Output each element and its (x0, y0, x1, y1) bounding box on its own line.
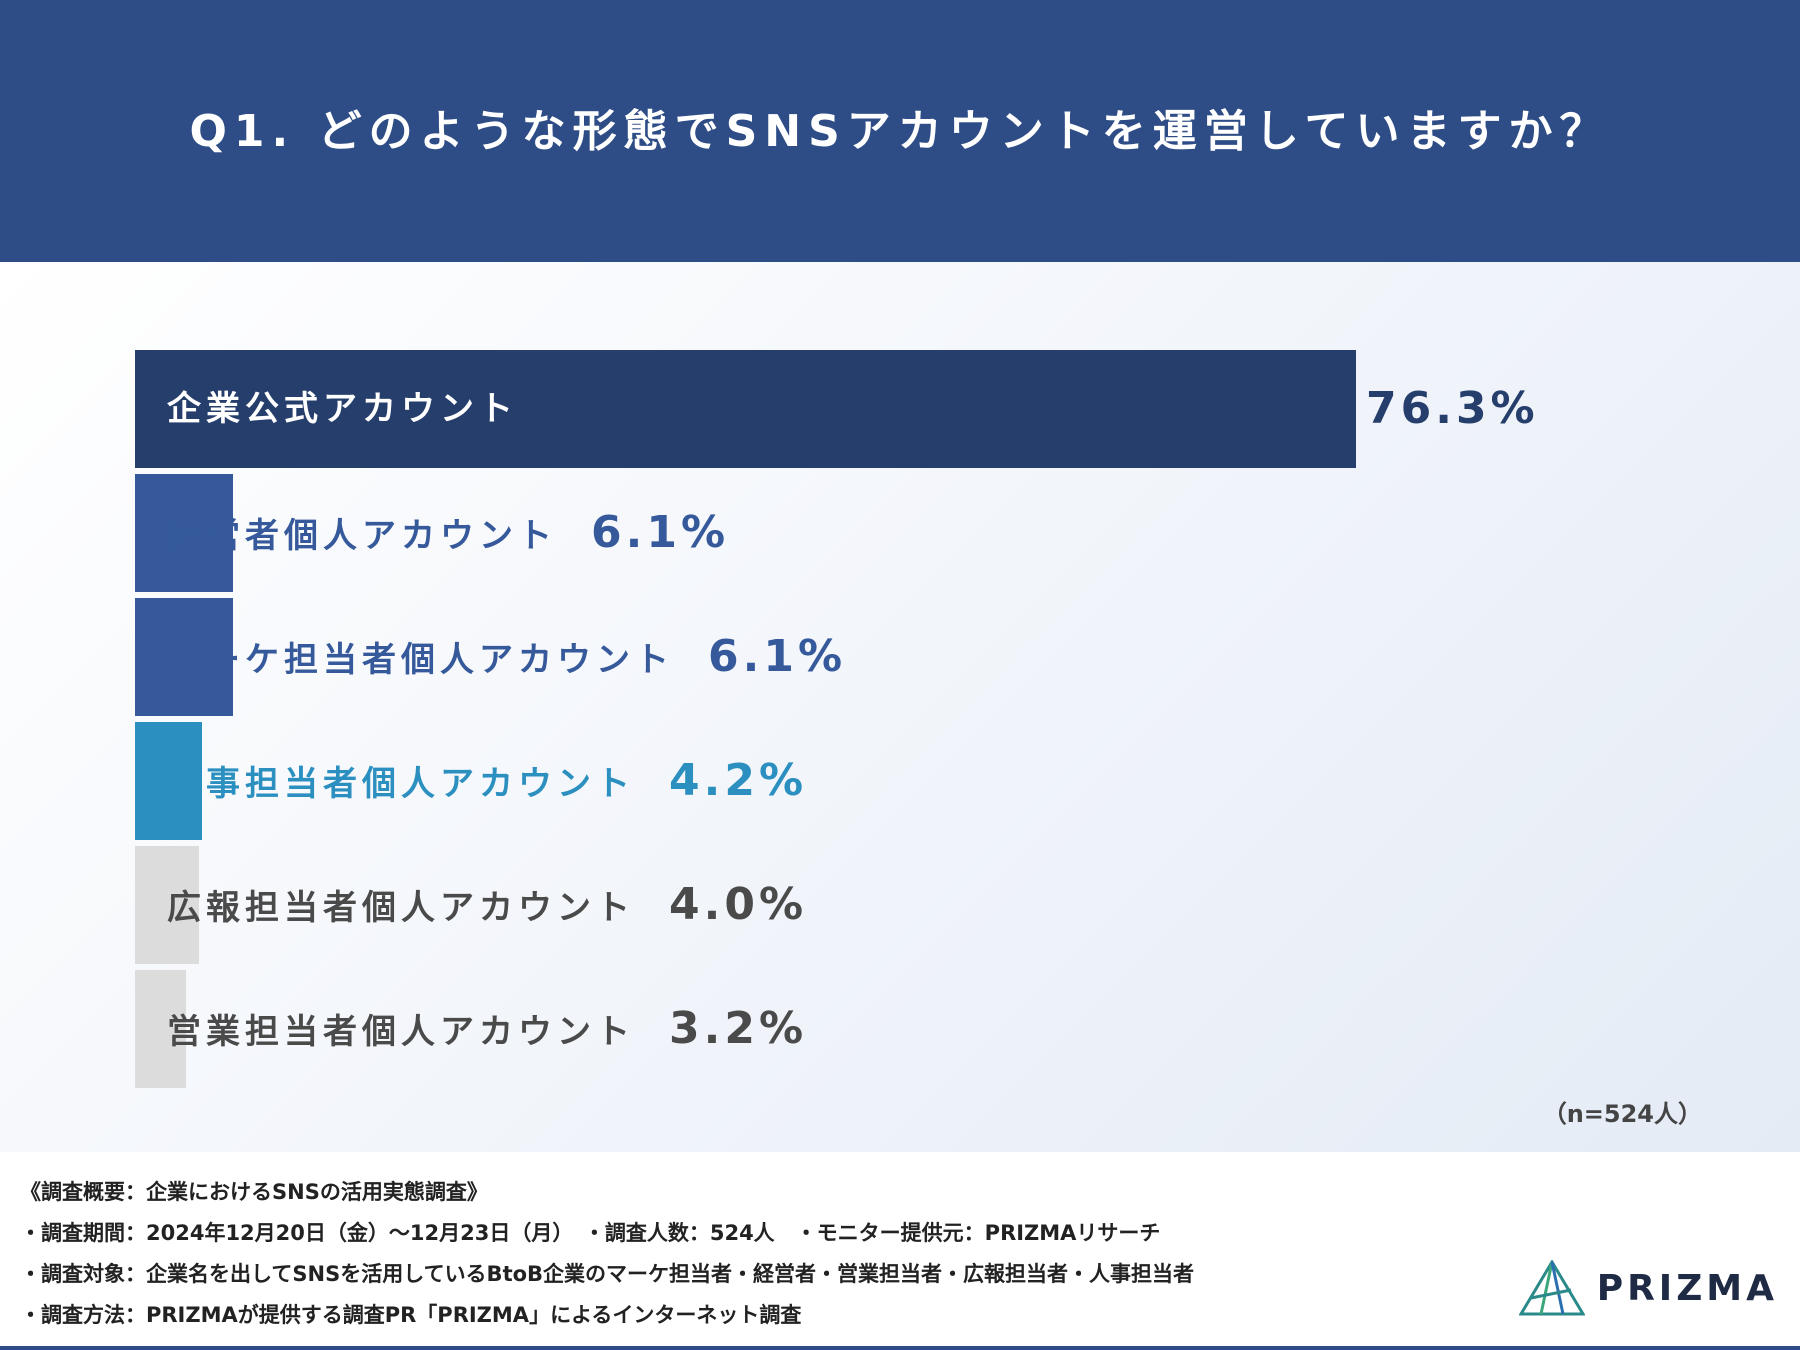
category-label: 営業担当者個人アカウント (167, 1012, 635, 1052)
bar-label-2: マーケ担当者個人アカウント 6.1% (167, 598, 846, 716)
category-label: マーケ担当者個人アカウント (167, 640, 674, 680)
value-label: 76.3% (1366, 383, 1539, 434)
survey-summary: 《調査概要：企業におけるSNSの活用実態調査》 ・調査期間：2024年12月20… (20, 1172, 1194, 1336)
value-label: 4.0% (669, 879, 808, 930)
prizma-logo-icon (1518, 1260, 1585, 1316)
bar-label-4: 広報担当者個人アカウント 4.0% (167, 846, 807, 964)
value-label: 6.1% (591, 507, 730, 558)
bar-label-1: 経営者個人アカウント 6.1% (167, 474, 729, 592)
header-banner: Q1. どのような形態でSNSアカウントを運営していますか？ (0, 0, 1800, 262)
category-label: 経営者個人アカウント (167, 516, 557, 556)
bar-label-0: 企業公式アカウント (167, 350, 518, 468)
bar-2 (135, 598, 233, 716)
bar-label-5: 営業担当者個人アカウント 3.2% (167, 970, 807, 1088)
bar-4 (135, 846, 199, 964)
bar-5 (135, 970, 186, 1088)
sample-size-note: （n=524人） (1542, 1100, 1702, 1128)
survey-target: ・調査対象：企業名を出してSNSを活用しているBtoB企業のマーケ担当者・経営者… (20, 1262, 1195, 1286)
survey-period: ・調査期間：2024年12月20日（金）～12月23日（月） ・調査人数：524… (20, 1221, 1161, 1245)
value-label: 4.2% (669, 755, 808, 806)
category-label: 人事担当者個人アカウント (167, 764, 635, 804)
bar-label-3: 人事担当者個人アカウント 4.2% (167, 722, 807, 840)
bar-chart: 企業公式アカウント 76.3% 経営者個人アカウント 6.1% マーケ担当者個人アカウン… (0, 262, 1800, 1152)
bar-1 (135, 474, 233, 592)
prizma-logo-text: PRIZMA (1596, 1267, 1778, 1309)
value-label: 6.1% (708, 631, 847, 682)
bar-0 (135, 350, 1356, 468)
category-label: 広報担当者個人アカウント (167, 888, 635, 928)
survey-summary-title: 《調査概要：企業におけるSNSの活用実態調査》 (20, 1180, 488, 1204)
bar-3 (135, 722, 202, 840)
page-title: Q1. どのような形態でSNSアカウントを運営していますか？ (189, 106, 1611, 157)
chart-area: 企業公式アカウント 76.3% 経営者個人アカウント 6.1% マーケ担当者個人アカウン… (0, 262, 1800, 1152)
survey-method: ・調査方法：PRIZMAが提供する調査PR「PRIZMA」によるインターネット調… (20, 1303, 802, 1327)
footer-rule (0, 1346, 1800, 1350)
prizma-logo: PRIZMA (1518, 1260, 1778, 1316)
category-label: 企業公式アカウント (167, 389, 518, 429)
value-label: 3.2% (669, 1003, 808, 1054)
survey-footer: 《調査概要：企業におけるSNSの活用実態調査》 ・調査期間：2024年12月20… (0, 1152, 1800, 1350)
